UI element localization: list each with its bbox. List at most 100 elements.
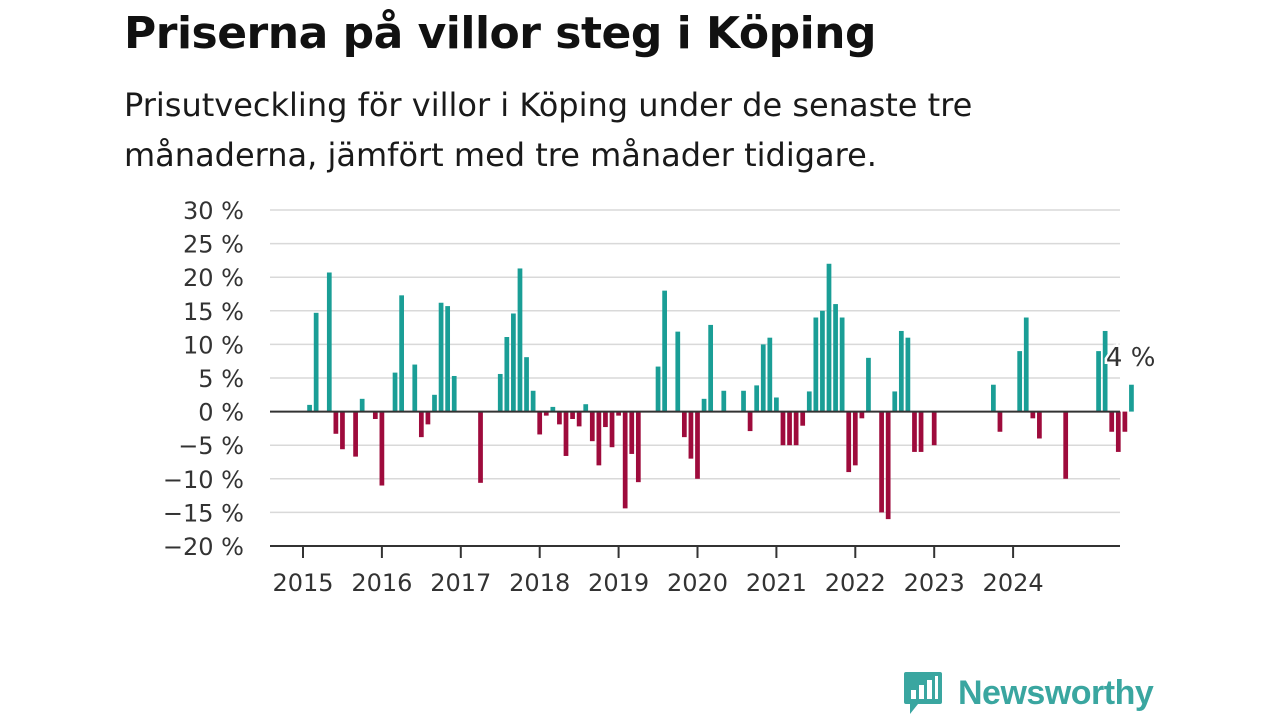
bar xyxy=(820,310,825,412)
bar xyxy=(537,411,543,435)
x-tick-label: 2021 xyxy=(746,569,807,597)
bar xyxy=(622,411,628,509)
bar xyxy=(859,411,865,419)
bar xyxy=(418,411,424,438)
latest-value-label: 4 % xyxy=(1106,343,1156,373)
bar xyxy=(695,411,700,479)
x-tick-label: 2017 xyxy=(430,569,491,597)
bar xyxy=(497,373,503,412)
bar xyxy=(826,263,832,412)
y-tick-label: 15 % xyxy=(183,298,244,326)
bar xyxy=(1122,411,1128,432)
x-tick-label: 2024 xyxy=(983,569,1044,597)
bar xyxy=(557,411,562,425)
chart-title: Priserna på villor steg i Köping xyxy=(124,8,877,59)
bar xyxy=(629,411,635,454)
annotations: 4 % xyxy=(1103,341,1158,376)
x-axis: 2015 2016 2017 2018 2019 2020 2021 2022 2023 2024 xyxy=(270,545,1120,597)
bar xyxy=(767,337,773,412)
x-tick-label: 2023 xyxy=(904,569,965,597)
y-tick-label: −15 % xyxy=(163,499,244,527)
bar xyxy=(800,411,806,426)
y-tick-label: −10 % xyxy=(163,466,244,494)
bar xyxy=(570,411,575,419)
newsworthy-logo: Newsworthy xyxy=(902,670,1154,716)
bar xyxy=(760,344,766,412)
bar xyxy=(1115,411,1121,452)
bar xyxy=(905,337,911,412)
bar xyxy=(583,404,589,412)
bar xyxy=(379,411,385,486)
bar xyxy=(399,295,404,412)
bar xyxy=(701,398,707,412)
bar xyxy=(1063,411,1069,479)
bars xyxy=(307,263,1134,520)
bar-chart-speech-bubble-icon xyxy=(904,672,942,714)
y-tick-label: 0 % xyxy=(198,399,244,427)
bar xyxy=(918,411,924,452)
bar xyxy=(839,317,845,412)
y-tick-label: 10 % xyxy=(183,331,244,359)
bar xyxy=(609,411,615,448)
bar xyxy=(892,391,898,412)
bar xyxy=(425,411,431,425)
x-tick-label: 2019 xyxy=(588,569,649,597)
bar xyxy=(504,337,510,412)
bar xyxy=(793,411,799,446)
bar xyxy=(662,290,667,412)
bar xyxy=(898,330,904,412)
y-tick-label: 25 % xyxy=(183,231,244,259)
brand-name: Newsworthy xyxy=(958,673,1154,712)
bar xyxy=(432,394,437,412)
bar xyxy=(445,306,451,412)
bar xyxy=(912,411,917,452)
bar xyxy=(1102,330,1108,412)
bar xyxy=(931,411,937,446)
bar xyxy=(563,411,569,456)
bar xyxy=(852,411,858,466)
bar xyxy=(353,411,358,457)
bar xyxy=(326,272,332,412)
bar xyxy=(550,406,556,412)
y-tick-label: 5 % xyxy=(198,365,244,393)
bar xyxy=(806,391,812,412)
bar xyxy=(543,411,549,416)
y-tick-label: −5 % xyxy=(178,432,244,460)
bar xyxy=(1023,317,1029,412)
bar xyxy=(451,375,457,412)
bar xyxy=(635,411,641,483)
bar xyxy=(708,324,714,412)
bar xyxy=(438,302,444,412)
bar xyxy=(681,411,687,438)
bar xyxy=(688,411,694,459)
y-tick-label: 30 % xyxy=(183,197,244,225)
bar xyxy=(530,390,536,412)
bar xyxy=(333,411,339,434)
x-tick-label: 2015 xyxy=(272,569,333,597)
chart-subtitle: Prisutveckling för villor i Köping under… xyxy=(124,86,973,174)
bar xyxy=(787,411,792,446)
bar xyxy=(885,411,891,520)
bar xyxy=(372,411,378,419)
bar xyxy=(833,304,838,412)
bar xyxy=(478,411,483,483)
y-axis: 30 % 25 % 20 % 15 % 10 % 5 % 0 % −5 % −10 % −15 %… xyxy=(163,197,244,561)
bar xyxy=(1037,411,1042,439)
bar xyxy=(780,411,786,446)
bar xyxy=(997,411,1003,432)
x-tick-label: 2022 xyxy=(825,569,886,597)
bar xyxy=(313,312,319,412)
bar xyxy=(774,397,779,412)
bar xyxy=(307,404,312,412)
bar xyxy=(1030,411,1036,419)
y-tick-label: −20 % xyxy=(163,533,244,561)
bar xyxy=(991,384,996,412)
bar xyxy=(603,411,608,428)
x-tick-label: 2016 xyxy=(351,569,412,597)
bar xyxy=(754,385,760,412)
bar xyxy=(589,411,595,442)
bar xyxy=(846,411,852,473)
bar xyxy=(340,411,345,450)
bar xyxy=(1096,351,1101,412)
